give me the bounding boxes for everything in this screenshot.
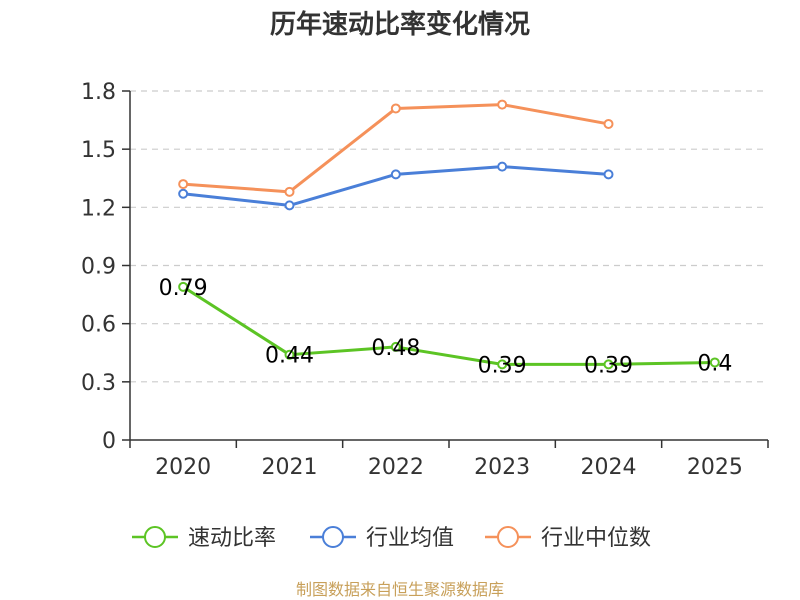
data-label: 0.39 — [478, 353, 527, 378]
legend-marker — [322, 526, 344, 548]
y-tick-label: 1.5 — [81, 138, 116, 163]
data-point — [497, 359, 508, 370]
legend-item-1[interactable]: 速动比率 — [132, 526, 276, 551]
chart-title: 历年速动比率变化情况 — [270, 9, 530, 40]
x-tick-label: 2023 — [474, 455, 530, 480]
y-tick-label: 0.6 — [81, 313, 116, 338]
y-tick-label: 0.9 — [81, 255, 116, 280]
x-tick-label: 2020 — [155, 455, 211, 480]
data-point — [603, 169, 614, 180]
legend-label: 行业均值 — [366, 526, 454, 551]
data-point — [390, 103, 401, 114]
data-point — [497, 99, 508, 110]
legend-marker — [144, 526, 166, 548]
data-point — [284, 200, 295, 211]
legend-label: 速动比率 — [188, 526, 276, 551]
legend[interactable]: 速动比率 行业均值 行业中位数 — [132, 526, 651, 551]
data-labels: 0.79 0.44 0.48 0.39 0.39 0.4 — [159, 276, 733, 379]
data-point — [603, 359, 614, 370]
data-point — [178, 188, 189, 199]
data-point — [709, 357, 720, 368]
axes: 0 0.3 0.6 0.9 1.2 1.5 1.8 2020 2021 2022 2023 2024 2… — [81, 80, 769, 480]
data-point — [284, 186, 295, 197]
legend-label: 行业中位数 — [541, 526, 651, 551]
x-tick-label: 2021 — [262, 455, 318, 480]
legend-item-3[interactable]: 行业中位数 — [485, 526, 651, 551]
data-label: 0.44 — [265, 344, 314, 369]
legend-item-2[interactable]: 行业均值 — [310, 526, 454, 551]
source-note: 制图数据来自恒生聚源数据库 — [296, 580, 504, 599]
x-tick-label: 2025 — [687, 455, 743, 480]
y-tick-label: 1.8 — [81, 80, 116, 105]
data-point — [497, 161, 508, 172]
data-label: 0.39 — [584, 353, 633, 378]
x-tick-label: 2022 — [368, 455, 424, 480]
data-point — [178, 179, 189, 190]
grid — [130, 90, 768, 383]
y-tick-label: 0.3 — [81, 371, 116, 396]
data-label: 0.4 — [697, 351, 732, 376]
data-label: 0.48 — [371, 336, 420, 361]
data-point — [603, 118, 614, 129]
data-point — [284, 349, 295, 360]
data-point — [390, 169, 401, 180]
y-tick-label: 0 — [102, 429, 116, 454]
data-point — [178, 281, 189, 292]
series-line-1 — [182, 285, 715, 366]
data-point — [390, 341, 401, 352]
legend-marker — [497, 526, 519, 548]
y-tick-label: 1.2 — [81, 196, 116, 221]
data-label: 0.79 — [159, 276, 208, 301]
series — [178, 99, 720, 370]
x-tick-label: 2024 — [581, 455, 637, 480]
